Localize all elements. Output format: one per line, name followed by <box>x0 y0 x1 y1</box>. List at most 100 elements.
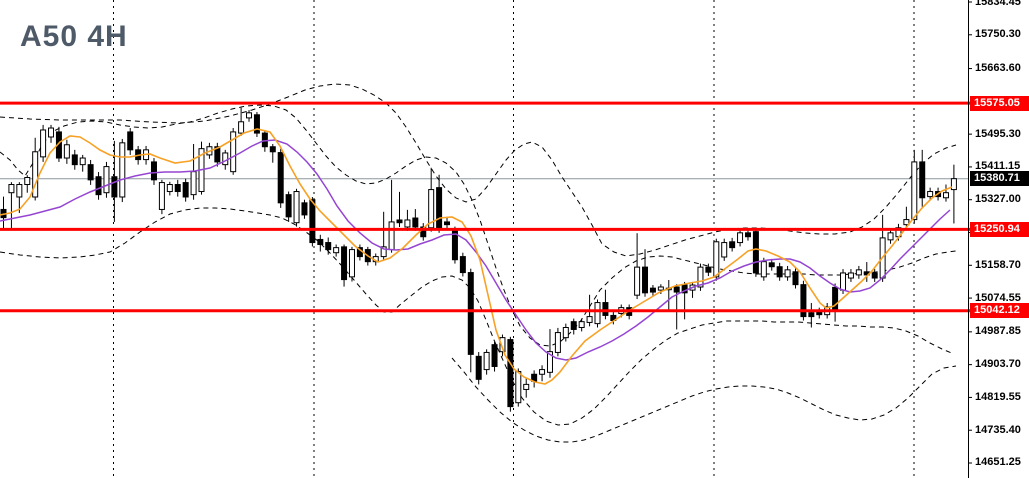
candle-bear <box>459 256 466 274</box>
candle-bear <box>475 355 482 380</box>
candle-bull <box>523 383 530 390</box>
candle-bear <box>71 154 78 166</box>
candle-bear <box>673 286 680 293</box>
candle-bear <box>341 246 348 281</box>
candle-bull <box>721 242 728 258</box>
candle-bull <box>293 191 300 224</box>
candle-bull <box>428 189 435 229</box>
axis-price-label: 15750.30 <box>975 28 1021 41</box>
candle-bear <box>87 164 94 181</box>
candle-bull <box>230 131 237 173</box>
candle-bull <box>79 157 86 166</box>
candle-bear <box>150 161 157 181</box>
axis-price-label: 15834.45 <box>975 0 1021 8</box>
candle-bear <box>602 302 609 316</box>
candle-bear <box>507 339 514 408</box>
candle-bear <box>491 344 498 367</box>
candle-bull <box>483 351 490 371</box>
candle-bull <box>515 371 522 404</box>
candle-bull <box>333 247 340 254</box>
candle-bear <box>800 284 807 318</box>
candle-bull <box>388 221 395 251</box>
axis-price-label: 14987.85 <box>975 325 1021 338</box>
current-price-tag: 15380.71 <box>970 171 1029 187</box>
candle-bull <box>927 191 934 198</box>
candle-bull <box>246 112 253 119</box>
candle-bear <box>744 232 751 238</box>
candle-bear <box>420 226 427 238</box>
candle-bull <box>103 166 110 194</box>
candle-bull <box>32 151 39 198</box>
candle-bull <box>166 184 173 193</box>
candle-bear <box>325 242 332 251</box>
candle-bull <box>546 351 553 373</box>
candle-bear <box>436 187 443 229</box>
axis-price-label: 14651.25 <box>975 456 1021 469</box>
candle-bear <box>642 266 649 294</box>
chart-title: A50 4H <box>20 20 128 53</box>
candle-bull <box>158 182 165 210</box>
candle-bear <box>253 114 260 134</box>
candle-bull <box>16 184 23 198</box>
candle-bull <box>942 192 949 199</box>
candle-bear <box>174 184 181 193</box>
candle-bear <box>277 152 284 204</box>
resistance-price-tag: 15250.94 <box>970 221 1029 237</box>
candle-bull <box>594 302 601 325</box>
candle-bull <box>48 127 55 138</box>
candle-bull <box>697 266 704 288</box>
candle-bear <box>317 238 324 246</box>
candle-bear <box>412 217 419 228</box>
candle-bear <box>776 266 783 278</box>
candle-bull <box>586 316 593 323</box>
candle-bear <box>919 161 926 199</box>
resistance-price-tag: 15575.05 <box>970 95 1029 111</box>
candle-bull <box>784 269 791 278</box>
candle-bear <box>261 132 268 148</box>
resistance-price-tag: 15042.12 <box>970 303 1029 319</box>
candle-bear <box>127 131 134 151</box>
candle-bull <box>911 161 918 221</box>
candle-bear <box>729 241 736 249</box>
candle-bear <box>182 182 189 198</box>
candle-bull <box>737 232 744 244</box>
candle-bull <box>222 152 229 166</box>
candle-bull <box>554 332 561 353</box>
candle-bear <box>649 287 656 293</box>
candle-bear <box>269 146 276 153</box>
candle-bull <box>713 241 720 278</box>
candle-bull <box>190 171 197 196</box>
bollinger-lower-outer <box>451 357 957 443</box>
ma-slow-line <box>0 139 951 361</box>
candle-bull <box>238 121 245 134</box>
candle-bull <box>855 269 862 276</box>
candle-bull <box>760 261 767 278</box>
candle-bull <box>903 219 910 226</box>
candle-bull <box>840 272 847 291</box>
candle-bull <box>887 232 894 241</box>
candle-bear <box>111 176 118 198</box>
candle-bear <box>752 231 759 274</box>
candle-bull <box>348 249 355 278</box>
axis-price-label: 14903.70 <box>975 358 1021 371</box>
bollinger-lower-inner <box>0 207 955 426</box>
candle-bear <box>792 271 799 286</box>
candle-bull <box>499 337 506 353</box>
candle-bull <box>578 321 585 329</box>
candle-bear <box>871 272 878 279</box>
axis-price-label: 15074.55 <box>975 291 1021 304</box>
candle-bear <box>301 202 308 216</box>
axis-price-label: 15411.15 <box>975 160 1021 173</box>
candle-bull <box>950 178 957 191</box>
axis-price-label: 15495.30 <box>975 127 1021 140</box>
candle-bear <box>309 199 316 244</box>
axis-price-label: 15158.70 <box>975 258 1021 271</box>
candle-bull <box>63 144 70 159</box>
candle-bull <box>847 272 854 279</box>
candle-bear <box>570 321 577 330</box>
axis-price-label: 15663.60 <box>975 62 1021 75</box>
candle-bear <box>444 221 451 226</box>
candle-bear <box>214 146 221 163</box>
